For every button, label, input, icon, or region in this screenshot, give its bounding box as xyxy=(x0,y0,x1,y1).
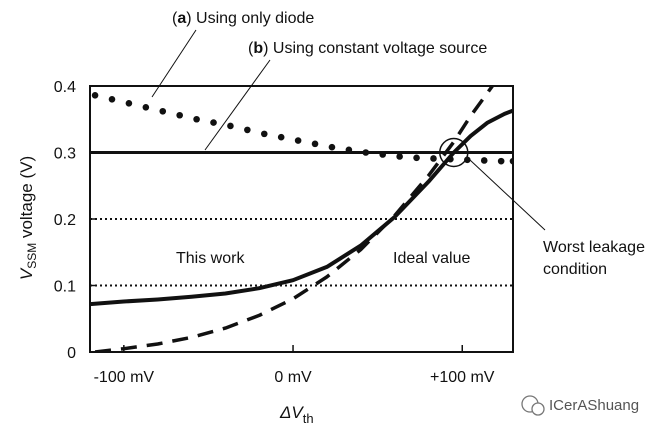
series-a-point xyxy=(464,156,471,164)
series-a-point xyxy=(328,143,336,151)
series-a-point xyxy=(396,153,403,160)
label-this-work: This work xyxy=(176,250,245,267)
wechat-icon-bubble xyxy=(531,402,545,416)
series-ideal-line xyxy=(94,86,495,352)
series-layer xyxy=(90,86,513,352)
x-tick-label: +100 mV xyxy=(430,369,495,386)
label-worst-leakage-line2: condition xyxy=(543,261,607,278)
series-a-point xyxy=(430,155,437,162)
series-a-point xyxy=(193,115,200,123)
series-a-point xyxy=(413,154,420,162)
series-a-point xyxy=(277,133,285,141)
label-ideal-value: Ideal value xyxy=(393,250,470,267)
y-tick-label: 0.1 xyxy=(54,279,76,296)
y-tick-label: 0 xyxy=(67,345,76,362)
series-a-point xyxy=(311,140,319,148)
watermark: ICerAShuang xyxy=(521,395,639,416)
series-a-point xyxy=(125,99,133,107)
label-worst-leakage-line1: Worst leakage xyxy=(543,239,645,256)
series-a-point xyxy=(210,119,217,126)
y-tick-label: 0.4 xyxy=(54,79,76,96)
series-a-point xyxy=(497,157,505,165)
y-axis-title: VSSM voltage (V) xyxy=(17,156,39,280)
series-a-point xyxy=(227,122,234,130)
leader-line-worst xyxy=(469,159,546,231)
y-tick-label: 0.3 xyxy=(54,146,76,163)
series-a-point xyxy=(260,130,268,138)
reference-lines xyxy=(90,218,513,287)
x-tick-label: -100 mV xyxy=(94,369,155,386)
series-a-point xyxy=(509,157,513,165)
series-a-point xyxy=(142,103,150,111)
leader-line-b xyxy=(204,59,271,151)
tick-layer: 0 0.1 0.2 0.3 0.4 -100 mV 0 mV +100 mV xyxy=(54,79,495,386)
annotation-b: (b) Using constant voltage source xyxy=(248,40,487,57)
leader-line-a xyxy=(151,29,197,98)
worst-case-circle xyxy=(439,137,469,168)
x-axis-title: ΔVth xyxy=(279,403,314,426)
series-a-point xyxy=(480,157,488,164)
series-a-point xyxy=(176,111,183,119)
series-a-point xyxy=(108,96,116,103)
series-a-point xyxy=(159,107,167,115)
series-a-point xyxy=(294,137,302,144)
series-a-point xyxy=(91,92,99,99)
x-tick-label: 0 mV xyxy=(274,369,312,386)
series-this-work-line xyxy=(90,108,513,307)
y-tick-label: 0.2 xyxy=(54,212,76,229)
annotation-a: (a) Using only diode xyxy=(172,10,314,27)
watermark-text: ICerAShuang xyxy=(549,397,639,414)
series-a-point xyxy=(244,126,251,134)
